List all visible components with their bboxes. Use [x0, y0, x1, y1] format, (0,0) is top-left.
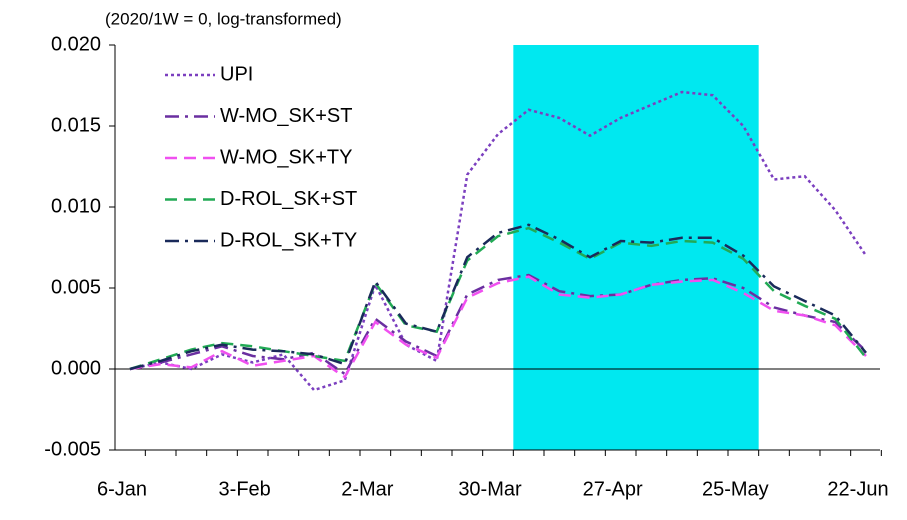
- x-tick-label: 6-Jan: [97, 478, 147, 500]
- y-tick-label: 0.015: [51, 114, 101, 136]
- series-line: [129, 275, 867, 379]
- y-tick-label: 0.005: [51, 276, 101, 298]
- series-line: [129, 273, 867, 376]
- chart-subtitle: (2020/1W = 0, log-transformed): [105, 9, 342, 28]
- legend-label: W-MO_SK+ST: [220, 105, 352, 127]
- x-tick-label: 2-Mar: [341, 478, 394, 500]
- highlight-band: [513, 45, 759, 450]
- legend-label: UPI: [220, 63, 253, 85]
- legend-label: D-ROL_SK+ST: [220, 188, 357, 210]
- x-tick-label: 3-Feb: [219, 478, 271, 500]
- legend-label: D-ROL_SK+TY: [220, 229, 357, 251]
- y-tick-label: 0.000: [51, 357, 101, 379]
- y-tick-label: -0.005: [44, 438, 101, 460]
- y-tick-label: 0.020: [51, 33, 101, 55]
- x-tick-label: 27-Apr: [583, 478, 643, 500]
- x-tick-label: 25-May: [702, 478, 769, 500]
- series-line: [129, 223, 867, 371]
- x-tick-label: 22-Jun: [827, 478, 888, 500]
- x-tick-label: 30-Mar: [458, 478, 522, 500]
- y-tick-label: 0.010: [51, 195, 101, 217]
- legend-label: W-MO_SK+TY: [220, 146, 352, 168]
- series-line: [129, 90, 868, 392]
- series-line: [129, 226, 867, 371]
